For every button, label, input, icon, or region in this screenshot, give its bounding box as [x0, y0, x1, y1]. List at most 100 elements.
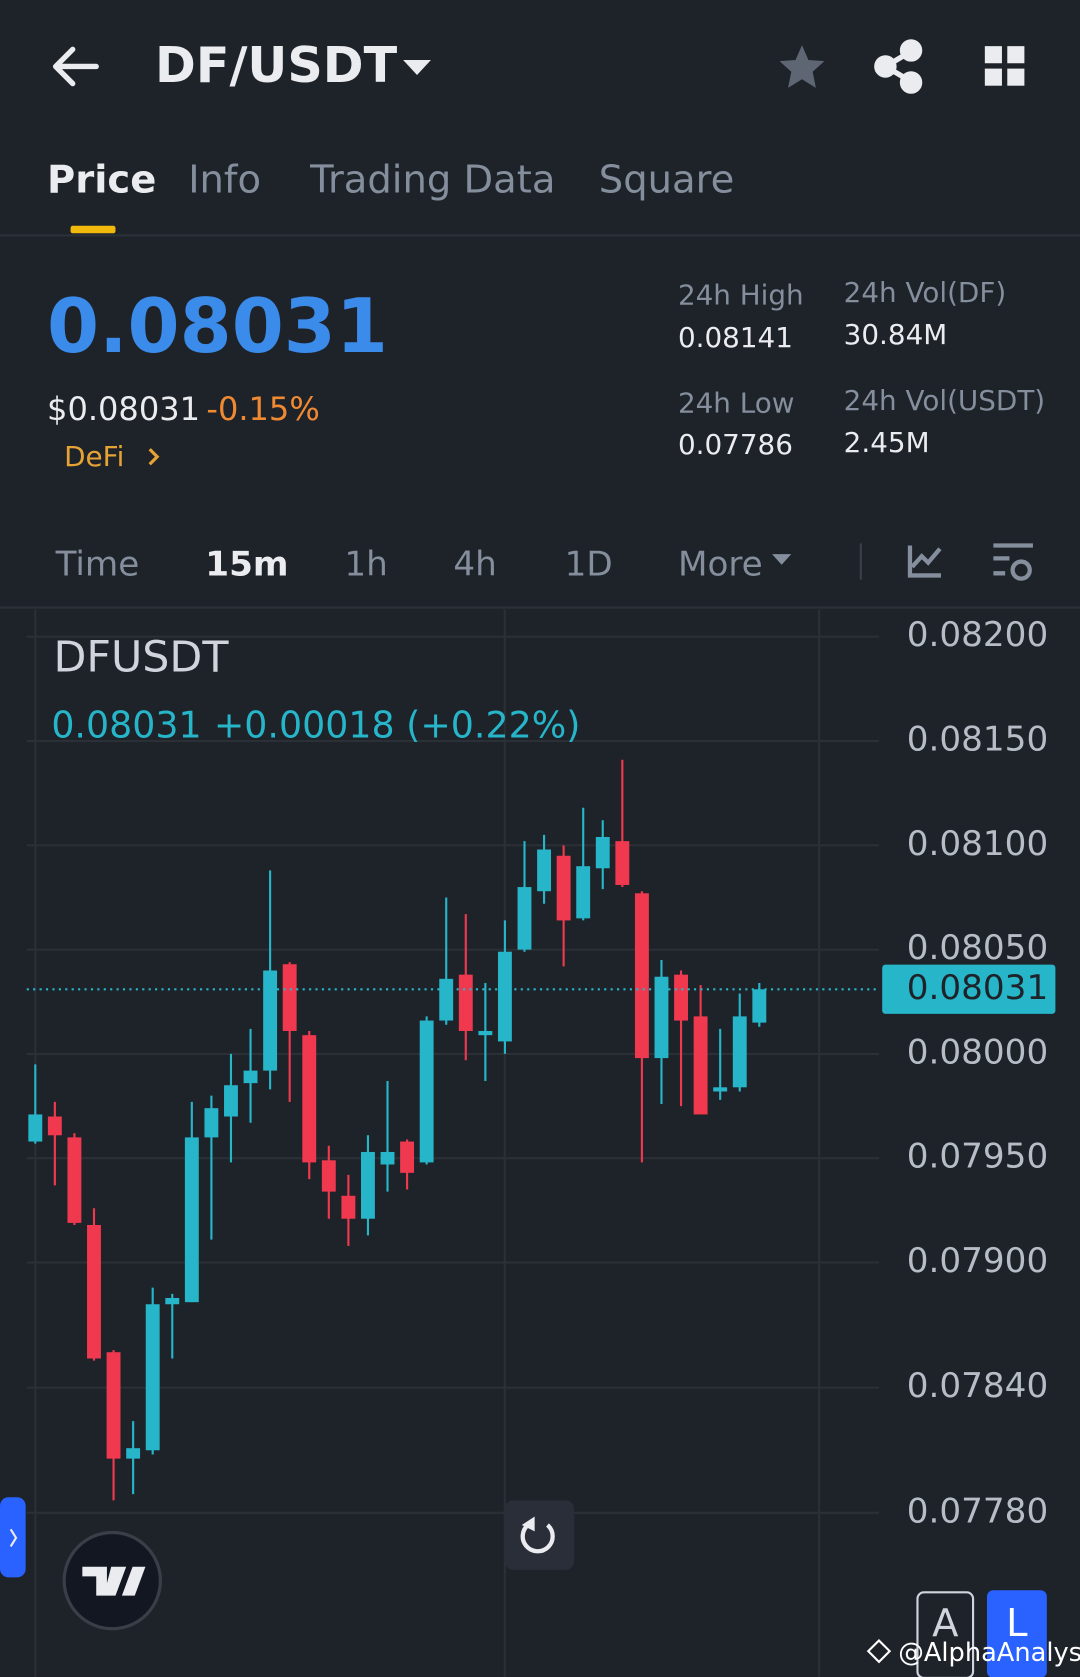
stat-label: 24h Vol(DF) — [844, 276, 1007, 309]
candle-body — [263, 970, 278, 1071]
candle-body — [674, 974, 688, 1021]
side-panel-arrow[interactable] — [9, 1528, 18, 1547]
stat-label: 24h High — [678, 278, 804, 311]
stat-label: 24h Low — [678, 386, 795, 419]
y-tick-label: 0.07840 — [907, 1366, 1048, 1406]
candle-body — [752, 989, 767, 1023]
legend-last: 0.08031 — [51, 703, 201, 746]
auto-scale-button[interactable] — [916, 1591, 975, 1677]
y-tick-label: 0.08000 — [907, 1032, 1048, 1072]
last-price-label: 0.08031 — [907, 968, 1048, 1008]
candle-body — [497, 951, 512, 1042]
pair-title[interactable]: DF/USDT — [155, 36, 398, 94]
candle-body — [732, 1016, 747, 1088]
candle-body — [595, 836, 610, 869]
candle-body — [458, 974, 473, 1031]
legend-change: +0.00018 (+0.22%) — [214, 703, 581, 746]
stat-value: 0.07786 — [678, 428, 793, 461]
side-panel-tab[interactable] — [0, 1497, 26, 1578]
reset-button[interactable] — [504, 1500, 575, 1570]
interval[interactable]: 1h — [344, 544, 387, 584]
candle-body — [693, 1016, 708, 1115]
candle-body — [478, 1030, 493, 1036]
y-tick-label: 0.08150 — [907, 720, 1048, 760]
candle-body — [400, 1141, 415, 1173]
pair-dropdown[interactable] — [403, 60, 431, 76]
tab[interactable]: Price — [47, 157, 156, 202]
price-change: -0.15% — [206, 390, 319, 428]
last-price: 0.08031 — [47, 283, 388, 370]
candle-body — [87, 1224, 101, 1359]
y-tick-label: 0.07900 — [907, 1241, 1048, 1281]
stat-value: 2.45M — [844, 426, 930, 459]
candle-body — [380, 1151, 395, 1165]
y-tick-label: 0.08100 — [907, 824, 1048, 864]
grid-menu-icon[interactable] — [984, 46, 1025, 86]
candle-body — [537, 849, 552, 892]
y-tick-label: 0.07950 — [907, 1137, 1048, 1177]
candle-body — [517, 887, 532, 950]
tab[interactable]: Info — [188, 157, 261, 202]
tab[interactable]: Square — [599, 157, 735, 202]
watermark-icon — [866, 1638, 892, 1664]
interval[interactable]: Time — [55, 544, 140, 584]
interval[interactable]: 15m — [205, 544, 288, 584]
candle-body — [145, 1304, 160, 1451]
reset-icon — [520, 1522, 555, 1554]
stat-value: 0.08141 — [678, 321, 793, 354]
candle-body — [28, 1114, 43, 1142]
candle-body — [341, 1195, 356, 1219]
candlestick-plot — [26, 635, 879, 1514]
y-tick-label: 0.08050 — [907, 928, 1048, 968]
last-price-box — [882, 964, 1056, 1014]
interval[interactable]: 1D — [565, 544, 613, 584]
candle-body — [576, 866, 591, 919]
y-tick-label: 0.07780 — [907, 1491, 1048, 1531]
stat-value: 30.84M — [844, 318, 948, 351]
candle-body — [302, 1035, 317, 1163]
log-scale-label[interactable]: L — [1006, 1601, 1028, 1646]
candle-body — [360, 1151, 375, 1219]
candle-body — [615, 841, 630, 885]
tradingview-mark — [82, 1566, 146, 1596]
watermark: @AlphaAnalyst — [898, 1638, 1080, 1668]
candle-body — [243, 1070, 258, 1084]
tab-indicator — [70, 225, 116, 234]
sector-tag[interactable]: DeFi — [64, 440, 124, 473]
candle-body — [634, 893, 649, 1059]
interval[interactable]: More — [678, 544, 763, 584]
candle-body — [556, 855, 571, 921]
y-tick-label: 0.08200 — [907, 615, 1048, 655]
candle-body — [184, 1137, 199, 1303]
candle-body — [224, 1085, 238, 1117]
tab[interactable]: Trading Data — [309, 157, 555, 202]
auto-scale-label[interactable]: A — [932, 1601, 958, 1646]
more-dropdown[interactable] — [772, 554, 792, 565]
chart-title: DFUSDT — [53, 632, 229, 682]
indicator-icon[interactable] — [907, 545, 942, 578]
candle-body — [419, 1020, 434, 1163]
candle-body — [106, 1352, 121, 1459]
candle-body — [654, 976, 669, 1059]
back-button[interactable] — [52, 46, 99, 87]
candle-body — [204, 1108, 219, 1138]
usd-price: $0.08031 — [47, 390, 200, 428]
stat-label: 24h Vol(USDT) — [844, 384, 1045, 417]
candle-body — [67, 1137, 82, 1223]
candle-body — [439, 978, 454, 1021]
candle-body — [47, 1116, 62, 1136]
favorite-icon[interactable] — [779, 45, 825, 88]
candle-body — [282, 964, 297, 1031]
candle-body — [165, 1297, 180, 1305]
reset-arrow — [521, 1516, 535, 1532]
candle-body — [321, 1160, 336, 1192]
settings-icon[interactable] — [993, 543, 1033, 581]
interval[interactable]: 4h — [453, 544, 496, 584]
sector-arrow[interactable] — [148, 448, 160, 466]
candle-body — [713, 1087, 728, 1092]
share-icon[interactable] — [874, 39, 923, 94]
log-scale-button[interactable] — [986, 1590, 1047, 1677]
